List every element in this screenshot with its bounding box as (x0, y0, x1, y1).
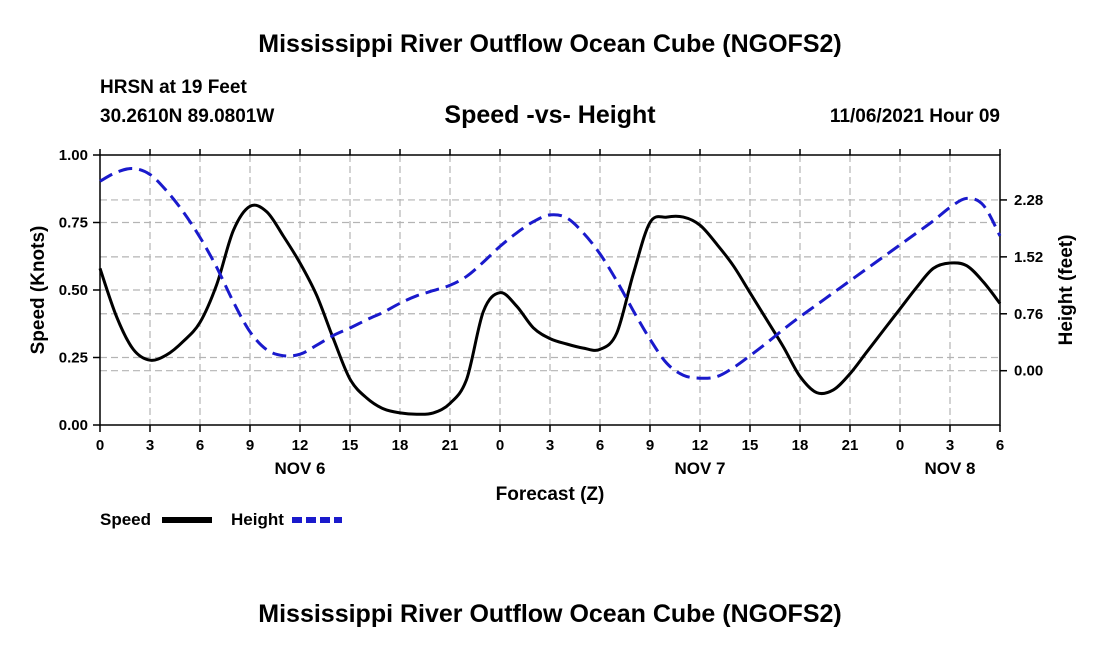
y2-tick-label: 2.28 (1014, 192, 1043, 209)
chart-grid (100, 155, 1000, 425)
x-tick-label: 0 (496, 437, 504, 454)
x-date-label: NOV 6 (274, 459, 325, 478)
x-tick-label: 6 (996, 437, 1004, 454)
x-tick-label: 21 (842, 437, 859, 454)
repeated-title: Mississippi River Outflow Ocean Cube (NG… (258, 600, 842, 628)
x-tick-label: 18 (792, 437, 809, 454)
chart-series (98, 166, 1002, 416)
station-coordinates: 30.2610N 89.0801W (100, 106, 275, 127)
y2-tick-label: 0.76 (1014, 306, 1043, 323)
x-date-label: NOV 7 (674, 459, 725, 478)
x-tick-label: 18 (392, 437, 409, 454)
y-axis-label: Speed (Knots) (28, 226, 49, 355)
speed-height-chart: 0 3 6 9 12 15 18 21 0 3 6 9 12 15 18 21 0 3 6 NOV 6 NOV 7 NOV… (28, 147, 1077, 523)
y-tick-label: 0.25 (59, 350, 88, 367)
main-title: Mississippi River Outflow Ocean Cube (NG… (258, 30, 842, 58)
x-tick-label: 15 (342, 437, 359, 454)
y-tick-label: 1.00 (59, 147, 88, 164)
legend-speed-label: Speed (100, 510, 152, 529)
x-tick-label: 12 (692, 437, 709, 454)
x-axis-label: Forecast (Z) (496, 484, 605, 505)
chart-ticks (93, 149, 1007, 432)
chart-subtitle: Speed -vs- Height (444, 101, 656, 129)
x-tick-label: 0 (896, 437, 904, 454)
legend-height-label: Height (231, 510, 284, 529)
y2-tick-label: 0.00 (1014, 363, 1043, 380)
x-tick-label: 3 (946, 437, 954, 454)
series-speed-line (98, 203, 1002, 416)
x-tick-label: 6 (596, 437, 604, 454)
station-label: HRSN at 19 Feet (100, 77, 247, 98)
x-tick-label: 0 (96, 437, 104, 454)
x-date-label: NOV 8 (924, 459, 975, 478)
chart-tick-labels: 0 3 6 9 12 15 18 21 0 3 6 9 12 15 18 21 0 3 6 NOV 6 NOV 7 NOV… (59, 147, 1043, 478)
series-height-line (99, 166, 1002, 380)
y-tick-label: 0.50 (59, 282, 88, 299)
x-tick-label: 12 (292, 437, 309, 454)
y-tick-label: 0.75 (59, 215, 88, 232)
x-tick-label: 6 (196, 437, 204, 454)
x-tick-label: 9 (246, 437, 254, 454)
x-tick-label: 9 (646, 437, 654, 454)
y2-axis-label: Height (feet) (1056, 235, 1077, 346)
x-tick-label: 15 (742, 437, 759, 454)
x-tick-label: 3 (546, 437, 554, 454)
y-tick-label: 0.00 (59, 417, 88, 434)
x-tick-label: 21 (442, 437, 459, 454)
y2-tick-label: 1.52 (1014, 249, 1043, 266)
forecast-datetime: 11/06/2021 Hour 09 (829, 106, 1000, 127)
x-tick-label: 3 (146, 437, 154, 454)
